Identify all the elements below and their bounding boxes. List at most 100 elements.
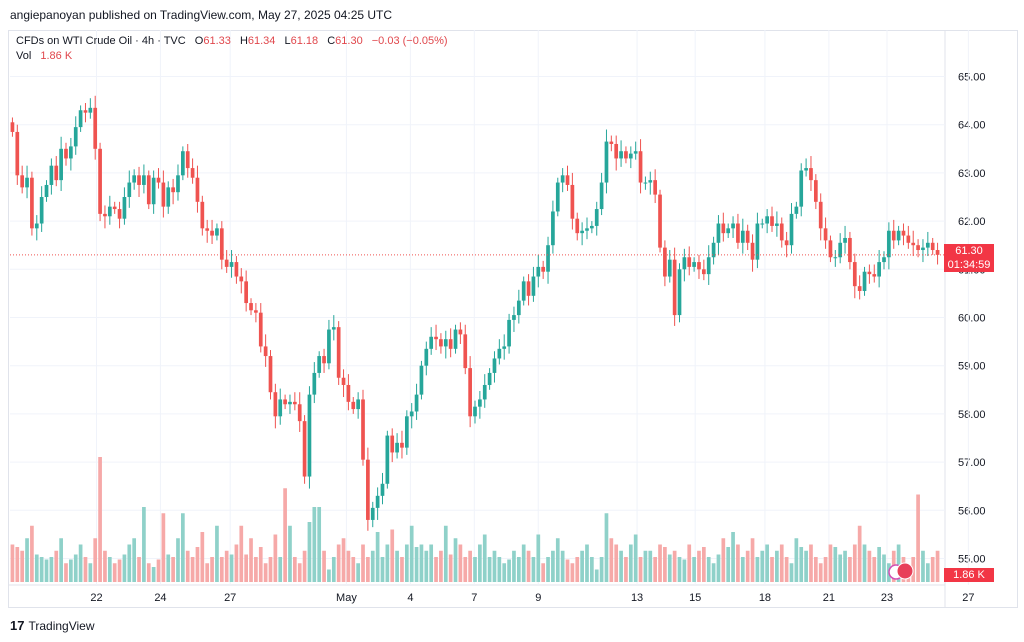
volume-bar: [697, 550, 701, 582]
candle-body: [268, 356, 273, 393]
volume-bar: [487, 557, 492, 582]
volume-bar: [838, 554, 843, 582]
volume-label: Vol: [16, 50, 32, 62]
candle-body: [88, 107, 93, 113]
volume-bar: [10, 544, 15, 582]
volume-bar: [453, 538, 458, 582]
candle-body: [137, 175, 141, 185]
publisher-caption: angiepanoyan published on TradingView.co…: [10, 8, 393, 22]
candle-body: [930, 242, 935, 251]
volume-bar: [507, 559, 511, 582]
volume-bar: [239, 525, 244, 582]
candle-body: [336, 327, 341, 378]
volume-bar: [448, 554, 453, 582]
volume-bar: [20, 550, 25, 582]
candle-body: [64, 148, 68, 159]
candle-body: [536, 266, 541, 277]
candle-body: [478, 399, 482, 407]
volume-bar: [590, 557, 594, 582]
candle-body: [424, 348, 429, 366]
candle-body: [380, 483, 385, 496]
volume-bar: [818, 563, 823, 582]
volume-bar: [784, 557, 789, 582]
candle-body: [643, 182, 648, 184]
candle-body: [551, 211, 555, 246]
candle-body: [346, 384, 351, 402]
candle-body: [580, 230, 584, 234]
last-price-value: 61.30: [955, 245, 983, 257]
volume-bar: [288, 525, 292, 582]
volume-bar: [336, 544, 341, 582]
candle-body: [838, 242, 843, 258]
candle-body: [585, 228, 589, 231]
volume-bar: [73, 554, 78, 582]
candle-body: [83, 110, 88, 113]
volume-bar: [677, 557, 682, 582]
volume-bar: [930, 557, 935, 582]
volume-bar: [575, 557, 580, 582]
volume-bar: [103, 550, 107, 582]
chart-frame: [8, 30, 1018, 608]
volume-bar: [210, 557, 214, 582]
candle-body: [624, 151, 628, 159]
volume-bar: [721, 538, 726, 582]
high-label: H: [239, 35, 248, 47]
symbol-title[interactable]: CFDs on WTI Crude Oil · 4h · TVC: [16, 35, 186, 47]
volume-bar: [463, 557, 468, 582]
candle-body: [375, 495, 380, 508]
candle-body: [390, 435, 395, 453]
candle-body: [682, 257, 687, 270]
volume-bar: [541, 563, 546, 582]
candle-body: [254, 310, 258, 313]
volume-bar: [127, 544, 132, 582]
candle-body: [921, 247, 925, 251]
candle-body: [283, 399, 287, 405]
candle-body: [458, 329, 463, 335]
volume-bar: [604, 513, 609, 582]
volume-badge: 1.86 K: [944, 568, 994, 582]
volume-bar: [619, 550, 623, 582]
volume-bar: [244, 554, 249, 582]
volume-bar: [711, 563, 716, 582]
volume-bar: [692, 557, 696, 582]
volume-bar: [921, 550, 925, 582]
candle-body: [356, 399, 360, 410]
close-value: 61.30: [335, 35, 363, 47]
candle-body: [867, 271, 872, 275]
high-value: 61.34: [247, 35, 276, 47]
candle-body: [351, 401, 356, 410]
volume-bar: [779, 544, 784, 582]
candle-body: [594, 209, 599, 226]
candle-body: [667, 259, 672, 277]
volume-bar: [701, 547, 706, 582]
volume-bar: [190, 557, 195, 582]
candle-body: [813, 180, 818, 202]
volume-bar: [400, 557, 404, 582]
candle-body: [765, 216, 769, 224]
volume-bar: [813, 557, 818, 582]
volume-bar: [39, 557, 44, 582]
x-tick-label: 27: [224, 592, 236, 604]
candle-body: [205, 228, 210, 231]
volume-bar: [307, 522, 312, 582]
candle-body: [575, 218, 580, 234]
candle-body: [599, 182, 604, 210]
y-tick-label: 57.00: [958, 457, 986, 469]
candle-body: [400, 442, 404, 448]
candle-body: [677, 269, 682, 316]
volume-bar: [877, 547, 881, 582]
volume-bar: [346, 550, 351, 582]
candle-body: [925, 242, 930, 248]
volume-bar: [195, 547, 200, 582]
volume-bar: [516, 557, 521, 582]
candle-body: [565, 175, 570, 185]
x-tick-label: 27: [962, 592, 974, 604]
volume-bar: [809, 544, 813, 582]
candle-body: [843, 237, 847, 243]
volume-bar: [731, 532, 735, 582]
candle-body: [44, 184, 49, 198]
volume-bar: [726, 547, 731, 582]
candle-body: [619, 151, 623, 159]
volume-bar: [765, 544, 769, 582]
